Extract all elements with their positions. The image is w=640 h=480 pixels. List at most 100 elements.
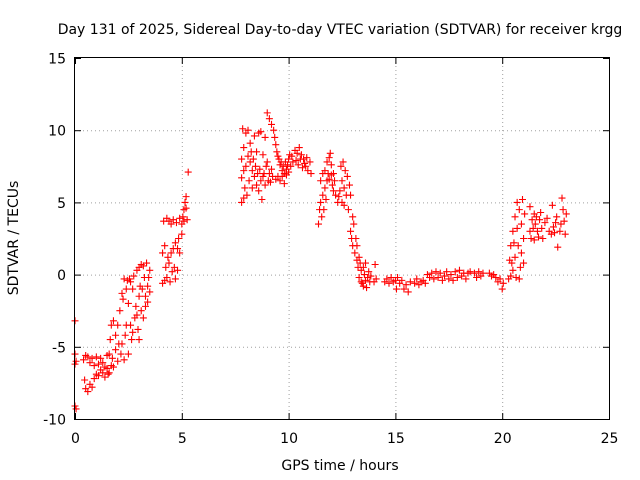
data-point	[99, 369, 107, 377]
data-point	[341, 167, 349, 175]
data-point	[332, 191, 340, 199]
x-tick-label: 5	[178, 431, 187, 447]
data-point	[129, 285, 137, 293]
data-point	[292, 157, 300, 165]
data-point	[517, 220, 525, 228]
data-point	[101, 373, 109, 381]
data-point	[120, 356, 128, 364]
data-point	[265, 170, 273, 178]
data-point	[400, 285, 408, 293]
data-point	[107, 321, 115, 329]
data-point	[272, 141, 280, 149]
data-point	[462, 275, 470, 283]
data-point	[169, 216, 177, 224]
data-point	[294, 161, 302, 169]
data-point	[146, 266, 154, 274]
data-point	[300, 155, 308, 163]
data-point	[241, 184, 249, 192]
data-point	[549, 223, 557, 231]
data-point	[135, 292, 143, 300]
y-axis-label: SDTVAR / TECUs	[6, 181, 22, 296]
data-point	[438, 276, 446, 284]
data-point	[335, 193, 343, 201]
data-point	[263, 158, 271, 166]
data-point	[557, 220, 565, 228]
data-point	[315, 220, 323, 228]
data-point	[428, 269, 436, 277]
data-point	[182, 204, 190, 212]
data-point	[321, 167, 329, 175]
data-point	[385, 279, 393, 287]
data-point	[551, 229, 559, 237]
data-point	[537, 209, 545, 217]
data-point	[352, 235, 360, 242]
data-point	[250, 132, 258, 140]
data-point	[99, 359, 107, 367]
data-point	[325, 154, 333, 162]
data-point	[121, 331, 129, 339]
data-point	[359, 263, 367, 271]
data-point	[518, 196, 526, 204]
data-point	[496, 275, 504, 283]
data-point	[304, 167, 312, 175]
data-point	[326, 149, 334, 157]
data-point	[513, 198, 521, 206]
data-point	[143, 259, 151, 267]
data-point	[268, 120, 276, 128]
data-point	[250, 172, 258, 180]
data-point	[94, 372, 102, 380]
data-point	[255, 187, 263, 195]
data-point	[238, 174, 246, 182]
data-point	[320, 206, 328, 214]
x-tick-label: 10	[280, 431, 298, 447]
data-point	[287, 162, 295, 170]
data-point	[306, 158, 314, 166]
data-point	[517, 249, 525, 257]
plot-frame	[74, 57, 610, 420]
data-point	[90, 362, 98, 370]
data-point	[88, 383, 96, 391]
data-point	[125, 275, 133, 283]
grid-lines	[75, 58, 609, 419]
data-point	[127, 321, 135, 329]
data-point	[445, 275, 453, 283]
data-point	[135, 336, 143, 344]
data-point	[317, 198, 325, 206]
data-point	[109, 363, 117, 371]
data-point	[164, 253, 172, 261]
data-point	[127, 278, 135, 286]
data-point	[244, 152, 252, 160]
data-point	[251, 162, 259, 170]
data-point	[449, 276, 457, 284]
data-point	[86, 359, 94, 367]
data-point	[141, 292, 149, 300]
data-point	[128, 336, 136, 344]
data-point	[134, 325, 142, 333]
data-point	[84, 388, 92, 396]
data-point	[124, 350, 132, 358]
data-point	[240, 167, 248, 175]
data-point	[339, 158, 347, 166]
data-point	[258, 196, 266, 204]
data-point	[265, 115, 273, 123]
data-point	[139, 262, 147, 270]
data-point	[360, 271, 368, 279]
data-point	[538, 224, 546, 232]
data-point	[413, 275, 421, 283]
data-point	[159, 249, 167, 257]
data-point	[109, 317, 117, 325]
data-point	[105, 350, 113, 358]
data-point	[139, 314, 147, 322]
data-point	[328, 181, 336, 189]
data-point	[270, 126, 278, 134]
data-point	[285, 155, 293, 163]
data-point	[406, 278, 414, 286]
data-point	[441, 272, 449, 280]
data-point	[556, 227, 564, 235]
data-point	[344, 206, 352, 214]
data-point	[253, 181, 261, 189]
data-point	[340, 184, 348, 192]
data-point	[553, 213, 561, 221]
data-point	[124, 299, 132, 307]
data-point	[426, 273, 434, 281]
